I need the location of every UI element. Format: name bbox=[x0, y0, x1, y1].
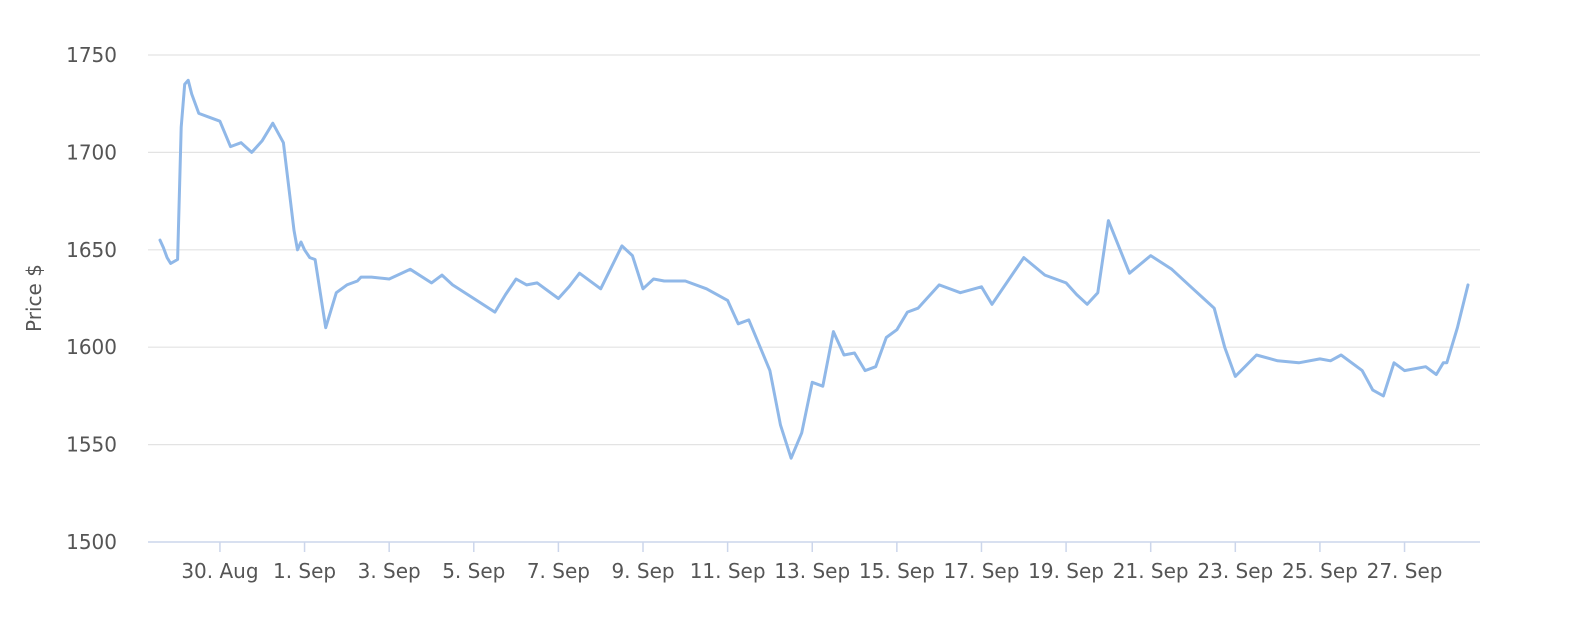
price-series-line bbox=[158, 78, 1470, 460]
x-tick-label: 27. Sep bbox=[1367, 559, 1443, 583]
y-tick-label: 1700 bbox=[66, 140, 117, 164]
x-tick-label: 19. Sep bbox=[1028, 559, 1104, 583]
x-tick-label: 9. Sep bbox=[611, 559, 674, 583]
y-axis-labels: 1500 1550 1600 1650 1700 1750 bbox=[66, 43, 117, 554]
series-layer bbox=[158, 78, 1470, 460]
y-tick-label: 1500 bbox=[66, 530, 117, 554]
y-axis-title: Price $ bbox=[22, 264, 46, 332]
x-tick-label: 5. Sep bbox=[442, 559, 505, 583]
x-tick-label: 23. Sep bbox=[1197, 559, 1273, 583]
x-tick-label: 30. Aug bbox=[181, 559, 258, 583]
x-tick-label: 17. Sep bbox=[944, 559, 1020, 583]
y-tick-label: 1750 bbox=[66, 43, 117, 67]
x-tick-label: 1. Sep bbox=[273, 559, 336, 583]
x-tick-label: 3. Sep bbox=[358, 559, 421, 583]
x-tick-label: 11. Sep bbox=[690, 559, 766, 583]
y-tick-label: 1600 bbox=[66, 335, 117, 359]
x-tick-label: 15. Sep bbox=[859, 559, 935, 583]
y-tick-label: 1550 bbox=[66, 433, 117, 457]
x-tick-label: 21. Sep bbox=[1113, 559, 1189, 583]
x-axis: 30. Aug 1. Sep 3. Sep 5. Sep 7. Sep 9. Sep 11.… bbox=[148, 541, 1480, 583]
x-tick-label: 7. Sep bbox=[527, 559, 590, 583]
x-tick-label: 25. Sep bbox=[1282, 559, 1358, 583]
gridlines bbox=[148, 54, 1480, 446]
x-tick-label: 13. Sep bbox=[774, 559, 850, 583]
y-tick-label: 1650 bbox=[66, 238, 117, 262]
